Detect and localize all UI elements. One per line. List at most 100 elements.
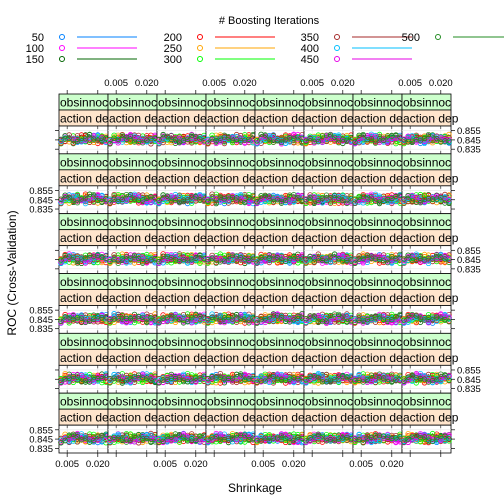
data-point — [172, 197, 179, 203]
data-point — [327, 131, 334, 138]
data-point — [368, 195, 375, 201]
strip-label: obsinnoc — [158, 275, 206, 289]
data-point — [421, 136, 428, 142]
data-point — [205, 136, 211, 143]
strip-label: obsinnoc — [158, 96, 206, 110]
data-point — [115, 260, 121, 266]
legend-marker — [197, 56, 203, 62]
legend-marker — [197, 34, 203, 40]
data-point — [242, 140, 248, 146]
data-point — [127, 256, 134, 262]
legend-label: 500 — [402, 32, 420, 44]
strip-label: obsinnoc — [256, 96, 304, 110]
strip-label: obsinnoc — [256, 215, 304, 229]
legend-entry-400: 400 — [301, 43, 412, 55]
data-point — [78, 196, 85, 202]
data-point — [184, 136, 191, 142]
data-point — [287, 197, 293, 203]
data-point — [237, 137, 244, 144]
data-point — [111, 132, 117, 138]
legend-marker — [334, 56, 340, 62]
data-point — [123, 136, 130, 142]
data-point — [131, 139, 138, 145]
data-point — [372, 198, 379, 204]
strip-label: obsinnoc — [158, 155, 206, 169]
data-point — [340, 197, 346, 204]
legend-entry-100: 100 — [26, 43, 137, 55]
data-point — [446, 199, 452, 205]
data-point — [242, 137, 248, 143]
data-point — [344, 193, 350, 199]
strip-label: action dep — [109, 112, 165, 126]
strip-label: action dep — [109, 171, 165, 185]
data-point — [82, 260, 89, 266]
data-point — [127, 133, 134, 140]
legend-marker — [59, 56, 65, 62]
data-point — [442, 138, 448, 144]
data-point — [135, 193, 142, 199]
data-point — [380, 137, 387, 144]
strip-label: action dep — [305, 112, 361, 126]
strip-label: action dep — [403, 291, 459, 305]
legend-entry-500: 500 — [402, 32, 504, 44]
strip-label: action dep — [354, 291, 410, 305]
strip-label: obsinnoc — [305, 275, 353, 289]
legend-marker — [59, 45, 65, 51]
data-point — [266, 193, 272, 199]
data-point — [74, 138, 81, 145]
strip-label: obsinnoc — [60, 215, 108, 229]
data-point — [99, 137, 105, 144]
data-point — [221, 258, 228, 264]
strip-label: obsinnoc — [158, 335, 206, 349]
data-point — [303, 197, 309, 203]
data-point — [176, 199, 183, 206]
data-point — [254, 199, 260, 205]
series-line — [403, 134, 449, 143]
data-point — [291, 191, 297, 198]
data-point — [62, 192, 68, 198]
data-point — [148, 135, 154, 142]
data-point — [327, 194, 334, 201]
data-point — [135, 135, 142, 141]
strip-label: obsinnoc — [354, 155, 402, 169]
data-point — [376, 193, 383, 199]
strip-label: action dep — [305, 291, 361, 305]
data-point — [135, 197, 142, 203]
strip-label: action dep — [158, 231, 214, 245]
legend-marker — [334, 34, 340, 40]
data-point — [413, 199, 419, 205]
legend: # Boosting Iterations5010015020025030035… — [26, 15, 504, 66]
data-point — [417, 193, 424, 200]
data-point — [58, 257, 64, 263]
data-point — [266, 139, 272, 146]
strip-label: action dep — [60, 112, 116, 126]
data-point — [213, 255, 219, 261]
data-point — [86, 132, 93, 138]
strip-label: action dep — [305, 231, 361, 245]
data-point — [295, 134, 301, 140]
strip-label: action dep — [158, 291, 214, 305]
panel: obsinnoc action dep — [156, 273, 214, 334]
data-point — [442, 194, 448, 200]
data-point — [86, 191, 93, 198]
data-point — [209, 196, 215, 202]
data-point — [107, 140, 113, 147]
strip-label: obsinnoc — [207, 275, 255, 289]
data-point — [74, 260, 81, 266]
legend-entry-450: 450 — [301, 54, 412, 66]
strip-label: obsinnoc — [60, 275, 108, 289]
data-point — [119, 256, 125, 262]
